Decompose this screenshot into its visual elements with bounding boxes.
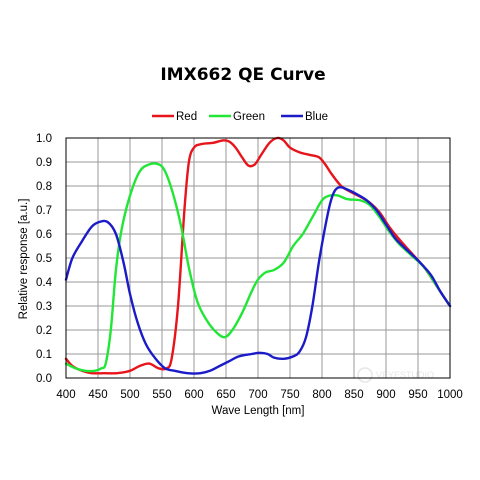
y-axis-label: Relative response [a.u.]	[18, 199, 30, 320]
x-tick-label: 500	[120, 389, 139, 401]
x-tick-label: 400	[56, 389, 75, 401]
x-tick-label: 1000	[437, 389, 463, 401]
legend-label-blue: Blue	[305, 111, 328, 123]
x-tick-labels: 400 450 500 550 600 650 700 750 800 850 900 950 1000	[56, 389, 462, 401]
y-tick-label: 0.6	[36, 229, 52, 241]
x-tick-label: 600	[184, 389, 203, 401]
x-tick-label: 900	[376, 389, 395, 401]
series-lines	[64, 136, 452, 375]
watermark: VEYESTUDIO	[357, 367, 434, 383]
y-tick-label: 0.2	[36, 325, 52, 337]
legend: Red Green Blue	[152, 111, 328, 123]
x-tick-label: 950	[408, 389, 427, 401]
x-tick-label: 800	[312, 389, 331, 401]
chart-title: IMX662 QE Curve	[160, 65, 325, 85]
y-tick-label: 0.1	[36, 349, 52, 361]
y-tick-label: 1.0	[36, 133, 52, 145]
y-tick-label: 0.8	[36, 181, 52, 193]
x-tick-label: 650	[216, 389, 235, 401]
x-tick-label: 550	[152, 389, 171, 401]
y-tick-label: 0.7	[36, 205, 52, 217]
y-tick-label: 0.3	[36, 301, 52, 313]
y-tick-label: 0.0	[36, 373, 52, 385]
x-tick-label: 700	[248, 389, 267, 401]
plot-frame	[65, 137, 451, 379]
y-tick-labels: 0.0 0.1 0.2 0.3 0.4 0.5 0.6 0.7 0.8 0.9 1.0	[36, 133, 53, 385]
y-tick-label: 0.4	[36, 277, 53, 289]
x-tick-label: 450	[88, 389, 107, 401]
watermark-text: VEYESTUDIO	[376, 370, 434, 380]
x-tick-label: 850	[344, 389, 363, 401]
y-tick-label: 0.9	[36, 157, 52, 169]
legend-label-red: Red	[176, 111, 197, 123]
watermark-logo-icon	[357, 367, 373, 383]
y-tick-label: 0.5	[36, 253, 52, 265]
legend-label-green: Green	[233, 111, 265, 123]
series-line-green	[64, 162, 452, 373]
series-line-blue	[64, 185, 452, 375]
x-axis-label: Wave Length [nm]	[212, 405, 305, 417]
x-tick-label: 750	[280, 389, 299, 401]
